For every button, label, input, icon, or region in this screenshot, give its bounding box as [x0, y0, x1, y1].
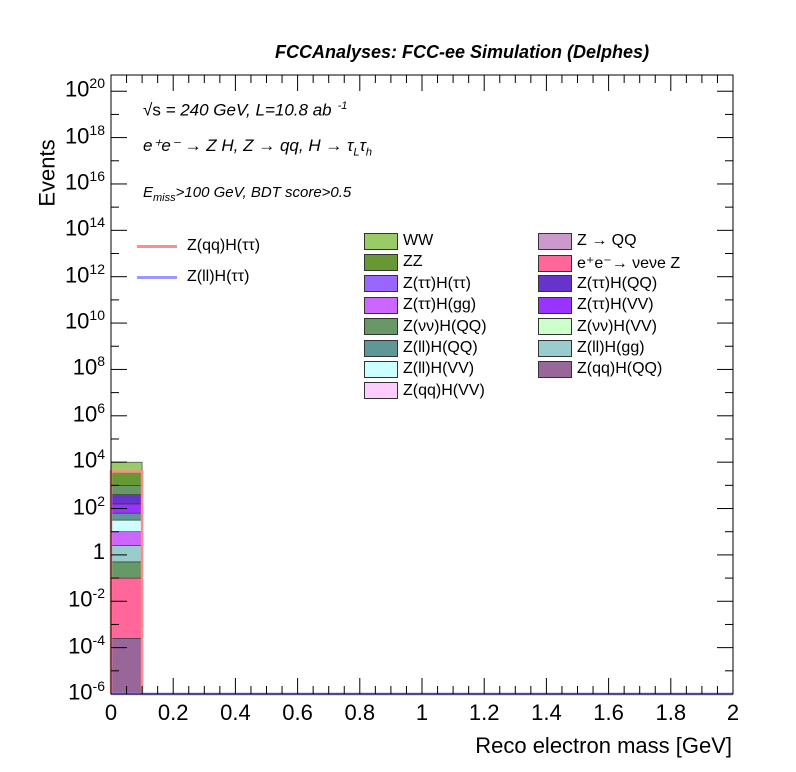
y-tick-label: 10-4: [68, 631, 105, 658]
legend-swatch: [364, 382, 398, 400]
legend-swatch: [538, 296, 572, 314]
legend-label: e⁺e⁻→ νeνe Z: [577, 255, 681, 273]
legend-entry: Z(ll)H(QQ): [364, 339, 478, 357]
y-tick-label: 10-2: [68, 585, 105, 612]
annotation-energy-lumi: √s = 240 GeV, L=10.8 ab -1: [143, 100, 348, 120]
legend-swatch: [364, 253, 398, 271]
legend-entry: Z(ττ)H(ττ): [364, 275, 471, 293]
legend-label: Z(ll)H(QQ): [403, 339, 478, 356]
bar-segment-9: [110, 485, 143, 495]
legend-swatch: [137, 244, 177, 248]
legend-entry: Z(ll)H(ττ): [137, 268, 249, 286]
legend-label: ZZ: [403, 253, 423, 271]
legend-swatch: [364, 318, 398, 336]
x-tick-label: 1.6: [593, 700, 624, 725]
legend-label: Z(νν)H(QQ): [403, 317, 487, 335]
y-tick-label: 10-6: [68, 678, 105, 705]
annotation-process: e⁺e⁻ → Z H, Z → qq, H → τLτh: [143, 136, 373, 159]
legend-swatch: [538, 232, 572, 250]
y-tick-label: 1012: [64, 260, 105, 288]
x-axis-label: Reco electron mass [GeV]: [475, 733, 732, 758]
legend-entry: Z(qq)H(ττ): [137, 237, 260, 255]
chart-title: FCCAnalyses: FCC-ee Simulation (Delphes): [275, 42, 650, 62]
bar-segment-8: [110, 494, 143, 505]
legend-swatch: [137, 275, 177, 279]
legend-entry: Z(ττ)H(VV): [538, 296, 654, 314]
legend-label: Z(ττ)H(QQ): [577, 274, 658, 292]
legend-entry: e⁺e⁻→ νeνe Z: [538, 253, 680, 273]
y-tick-label: 108: [72, 353, 105, 380]
bar-segment-1: [110, 577, 143, 639]
bar-segment-0: [110, 638, 143, 695]
legend-swatch: [538, 275, 572, 293]
legend-entry: WW: [364, 232, 433, 250]
legend-entry: Z(ττ)H(gg): [364, 296, 476, 314]
x-tick-label: 1.8: [655, 700, 687, 725]
x-tick-label: 1.2: [468, 700, 500, 725]
legend-label: WW: [403, 232, 434, 249]
y-axis-ticks: [111, 90, 733, 695]
legend-label: Z(qq)H(ττ): [187, 237, 261, 254]
x-tick-label: 0.8: [344, 700, 376, 725]
x-tick-label: 0.6: [282, 700, 313, 725]
legend-entry: Z(ll)H(VV): [364, 360, 474, 378]
legend-label: Z(νν)H(VV): [577, 317, 657, 335]
annotation-cuts: Emiss>100 GeV, BDT score>0.5: [143, 184, 352, 204]
legend-label: Z(ll)H(VV): [403, 360, 475, 378]
legend-entry: Z(νν)H(QQ): [364, 318, 487, 336]
stacked-bars: [110, 461, 143, 695]
x-tick-label: 0.4: [220, 700, 251, 725]
legend-entry: ZZ: [364, 253, 423, 271]
legend-entry: Z(qq)H(VV): [364, 382, 485, 400]
y-tick-label: 1018: [64, 121, 105, 148]
y-tick-label: 1: [92, 538, 105, 564]
legend-label: Z(qq)H(QQ): [577, 360, 663, 378]
legend-entry: Z → QQ: [538, 232, 637, 250]
legend-swatch: [364, 275, 398, 293]
legend-entry: Z(ll)H(gg): [538, 339, 645, 357]
y-tick-label: 1010: [64, 307, 105, 334]
bar-segment-3: [110, 545, 143, 563]
x-tick-label: 0: [104, 700, 118, 725]
legend-label: Z(ττ)H(ττ): [403, 274, 471, 292]
bar-segment-4: [110, 531, 143, 546]
x-tick-label: 1.4: [531, 700, 562, 725]
x-tick-label: 2: [726, 700, 740, 725]
signal-lines: [109, 470, 733, 696]
legend-swatch: [364, 232, 398, 250]
y-tick-label: 104: [72, 446, 105, 473]
bar-segment-2: [110, 561, 143, 579]
legend-swatch: [364, 296, 398, 314]
legend-swatch: [538, 318, 572, 336]
legend-swatch: [538, 360, 572, 378]
y-tick-label: 1014: [64, 214, 105, 241]
legend-label: Z(qq)H(VV): [403, 381, 485, 399]
legend-label: Z(ττ)H(gg): [403, 296, 477, 314]
bar-segment-5: [110, 519, 143, 533]
legend-label: Z(ττ)H(VV): [577, 296, 654, 314]
y-tick-label: 1020: [64, 75, 105, 102]
x-tick-label: 0.2: [157, 700, 189, 725]
y-tick-label: 106: [72, 399, 105, 427]
x-axis-ticks: [110, 75, 734, 694]
signal-line-0: [109, 470, 733, 696]
legend-label: Z(ll)H(ττ): [187, 268, 250, 285]
legend-label: Z → QQ: [577, 232, 637, 249]
legend-entry: Z(qq)H(QQ): [538, 360, 662, 378]
legend-swatch: [364, 360, 398, 378]
legend-swatch: [364, 339, 398, 357]
y-tick-label: 102: [72, 492, 105, 519]
legend-entry: Z(νν)H(VV): [538, 318, 657, 336]
legend-entry: Z(ττ)H(QQ): [538, 275, 657, 293]
y-tick-label: 1016: [64, 167, 105, 195]
bar-segment-6: [110, 512, 143, 521]
bar-segment-11: [110, 461, 143, 472]
bar-segment-10: [110, 471, 143, 486]
x-tick-label: 1: [415, 700, 429, 725]
legend-label: Z(ll)H(gg): [577, 339, 645, 356]
legend-swatch: [538, 254, 572, 272]
legend-swatch: [538, 339, 572, 357]
